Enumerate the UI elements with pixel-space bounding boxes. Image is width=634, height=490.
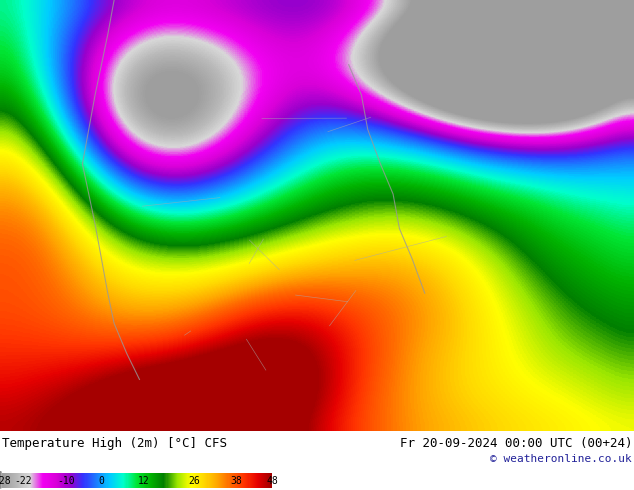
Text: 12: 12 <box>138 476 150 486</box>
Text: -28: -28 <box>0 476 11 486</box>
Text: -22: -22 <box>15 476 32 486</box>
Text: 38: 38 <box>231 476 242 486</box>
Text: 0: 0 <box>98 476 105 486</box>
Text: Fr 20-09-2024 00:00 UTC (00+24): Fr 20-09-2024 00:00 UTC (00+24) <box>399 437 632 450</box>
Text: 48: 48 <box>266 476 278 486</box>
Text: -10: -10 <box>57 476 75 486</box>
FancyArrow shape <box>0 472 1 488</box>
Text: © weatheronline.co.uk: © weatheronline.co.uk <box>490 454 632 464</box>
Text: 26: 26 <box>188 476 200 486</box>
Text: Temperature High (2m) [°C] CFS: Temperature High (2m) [°C] CFS <box>2 437 227 450</box>
